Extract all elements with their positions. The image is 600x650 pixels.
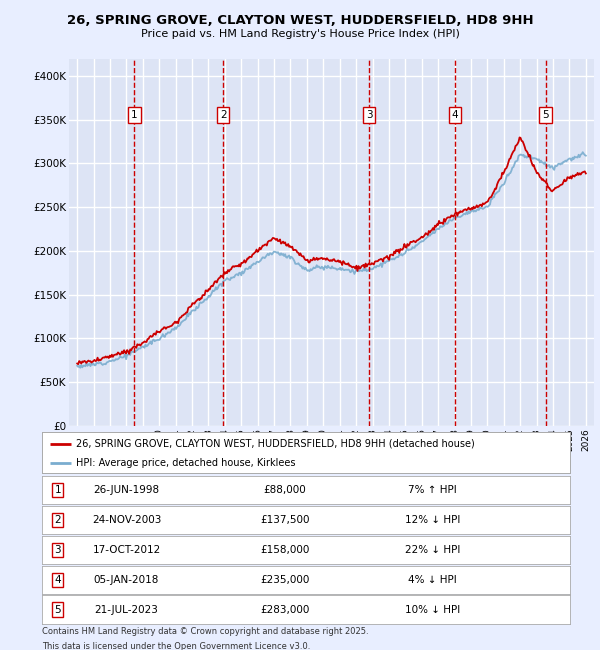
Text: £158,000: £158,000 — [260, 545, 310, 555]
Text: 10% ↓ HPI: 10% ↓ HPI — [405, 604, 460, 615]
Text: Contains HM Land Registry data © Crown copyright and database right 2025.: Contains HM Land Registry data © Crown c… — [42, 627, 368, 636]
Text: This data is licensed under the Open Government Licence v3.0.: This data is licensed under the Open Gov… — [42, 642, 310, 650]
Text: 22% ↓ HPI: 22% ↓ HPI — [405, 545, 460, 555]
Text: £235,000: £235,000 — [260, 575, 310, 585]
Text: 12% ↓ HPI: 12% ↓ HPI — [405, 515, 460, 525]
Text: £137,500: £137,500 — [260, 515, 310, 525]
Text: 26, SPRING GROVE, CLAYTON WEST, HUDDERSFIELD, HD8 9HH (detached house): 26, SPRING GROVE, CLAYTON WEST, HUDDERSF… — [76, 439, 475, 448]
Text: 21-JUL-2023: 21-JUL-2023 — [95, 604, 158, 615]
Text: 26-JUN-1998: 26-JUN-1998 — [94, 485, 160, 495]
Text: HPI: Average price, detached house, Kirklees: HPI: Average price, detached house, Kirk… — [76, 458, 296, 468]
Text: £283,000: £283,000 — [260, 604, 310, 615]
Text: 3: 3 — [366, 111, 373, 120]
Text: 3: 3 — [55, 545, 61, 555]
Text: 5: 5 — [55, 604, 61, 615]
Text: 5: 5 — [542, 111, 549, 120]
Text: 26, SPRING GROVE, CLAYTON WEST, HUDDERSFIELD, HD8 9HH: 26, SPRING GROVE, CLAYTON WEST, HUDDERSF… — [67, 14, 533, 27]
Text: 05-JAN-2018: 05-JAN-2018 — [94, 575, 159, 585]
Text: 4% ↓ HPI: 4% ↓ HPI — [409, 575, 457, 585]
Text: 2: 2 — [55, 515, 61, 525]
Text: 1: 1 — [131, 111, 137, 120]
Text: 4: 4 — [452, 111, 458, 120]
Text: 4: 4 — [55, 575, 61, 585]
Text: 2: 2 — [220, 111, 227, 120]
Text: 24-NOV-2003: 24-NOV-2003 — [92, 515, 161, 525]
Text: 1: 1 — [55, 485, 61, 495]
Text: 7% ↑ HPI: 7% ↑ HPI — [409, 485, 457, 495]
Text: £88,000: £88,000 — [263, 485, 306, 495]
Text: Price paid vs. HM Land Registry's House Price Index (HPI): Price paid vs. HM Land Registry's House … — [140, 29, 460, 39]
Text: 17-OCT-2012: 17-OCT-2012 — [92, 545, 161, 555]
